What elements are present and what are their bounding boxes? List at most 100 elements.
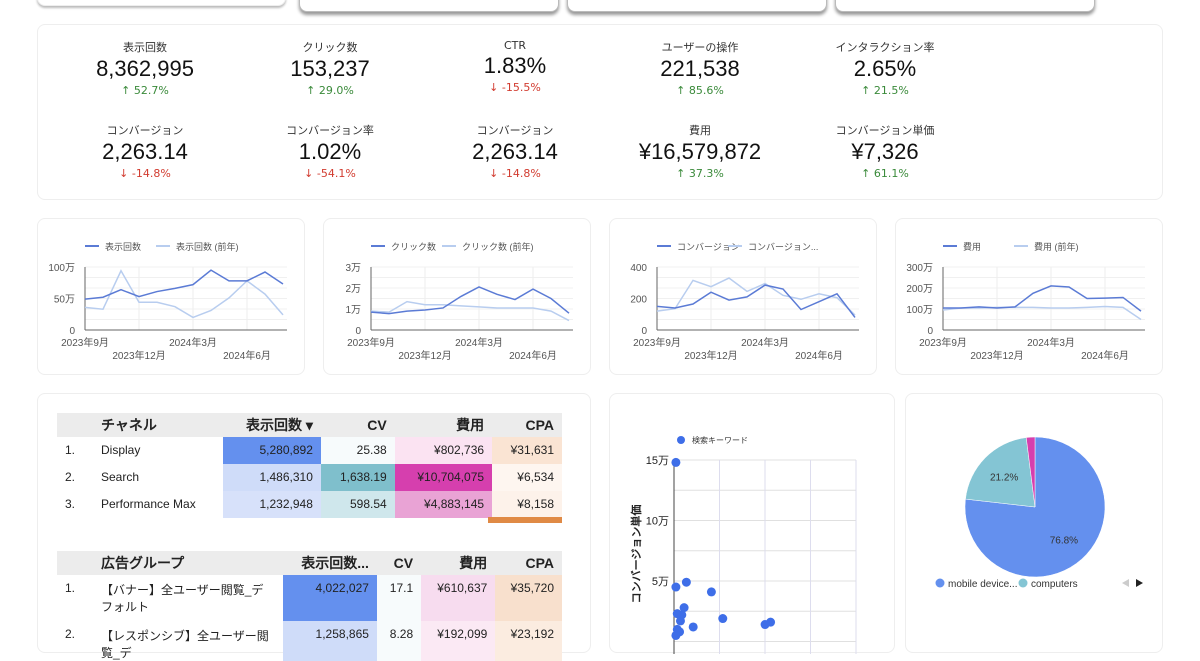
kpi-value: 2,263.14 [102, 139, 188, 164]
column-header[interactable]: チャネル [93, 413, 224, 437]
kpi-label: クリック数 [302, 41, 358, 54]
table-cell: 598.54 [320, 491, 395, 518]
x-tick-label: 2023年9月 [633, 336, 681, 349]
table-row[interactable]: 1. Display 5,280,892 25.38 ¥802,736 ¥31,631 [57, 437, 562, 464]
table-cell: 17.1 [376, 575, 422, 621]
table-cell: ¥35,720 [495, 575, 562, 621]
next-page-icon[interactable] [1136, 579, 1143, 587]
table-header: 広告グループ 表示回数... CV 費用 CPA [57, 551, 562, 575]
y-tick-label: 50万 [54, 295, 75, 306]
table-cell: 1,258,865 [283, 621, 377, 661]
table-row[interactable]: 1. 【バナー】全ユーザー閲覧_デフォルト 4,022,027 17.1 ¥610,63… [57, 575, 562, 621]
kpi-value: 1.02% [298, 139, 362, 164]
scatter-point [671, 582, 681, 592]
table-cell: 【バナー】全ユーザー閲覧_デフォルト [101, 583, 264, 614]
table-cell: 1. [65, 581, 76, 595]
table-cell: ¥802,736 [394, 437, 493, 464]
table-cell: 2. [65, 627, 76, 641]
table-cell: 1,232,948 [223, 491, 321, 518]
table-row[interactable]: 3. Performance Max 1,232,948 598.54 ¥4,883,1… [57, 491, 562, 518]
tab-button-1[interactable] [299, 0, 559, 12]
column-header[interactable]: 広告グループ [93, 551, 283, 575]
legend-label: mobile device... [948, 579, 1017, 590]
column-header[interactable]: CPA [492, 413, 562, 437]
legend-label: 費用 [963, 241, 981, 252]
tab-button-2[interactable] [567, 0, 827, 12]
kpi-label: 費用 [689, 124, 711, 137]
table-cell: 1. [65, 443, 76, 457]
y-tick-label: 200 [630, 295, 647, 306]
table-row[interactable]: 2. 【レスポンシブ】全ユーザー閲覧_デ 1,258,865 8.28 ¥192,099… [57, 621, 562, 661]
y-tick-label: 0 [641, 326, 647, 337]
cost-chart: 費用 費用 (前年) 0 100万 200万 300万 2023年9月 2023年12月 202… [895, 218, 1163, 375]
scatter-point [766, 617, 776, 627]
kpi-delta: ↓ -14.8% [119, 167, 171, 180]
y-tick-label: 0 [69, 326, 75, 337]
slice-label: 21.2% [990, 473, 1018, 484]
kpi-card: ユーザーの操作 221,538 ↑ 85.6% [615, 39, 785, 97]
y-tick-label: 200万 [906, 284, 933, 295]
table-cell: 2. [65, 470, 76, 484]
kpi-label: ユーザーの操作 [661, 41, 739, 54]
kpi-value: ¥16,579,872 [638, 139, 762, 164]
y-tick-label: 15万 [646, 455, 669, 467]
kpi-label: コンバージョン [476, 124, 554, 137]
kpi-label: コンバージョン [106, 124, 184, 137]
y-tick-label: 100万 [48, 263, 75, 274]
series-line [943, 285, 1142, 312]
legend-marker [677, 436, 685, 444]
x-tick-label: 2024年6月 [795, 349, 843, 362]
x-tick-label: 2023年9月 [347, 336, 395, 349]
kpi-delta: ↑ 52.7% [121, 84, 169, 97]
column-header[interactable]: 費用 [421, 551, 496, 575]
kpi-value: 8,362,995 [96, 56, 194, 81]
column-header[interactable]: 費用 [394, 413, 493, 437]
pie-slice [965, 437, 1036, 508]
series-line [656, 284, 856, 318]
kpi-card: CTR 1.83% ↓ -15.5% [430, 39, 600, 94]
column-header[interactable]: CV [320, 413, 395, 437]
kpi-value: 1.83% [483, 53, 547, 78]
column-header[interactable]: CPA [495, 551, 562, 575]
kpi-delta: ↓ -14.8% [489, 167, 541, 180]
scatter-point [679, 603, 689, 613]
table-cell: Performance Max [101, 497, 196, 511]
y-tick-label: 5万 [652, 576, 669, 588]
y-tick-label: 2万 [345, 284, 361, 295]
kpi-delta: ↑ 85.6% [676, 84, 724, 97]
x-tick-label: 2024年3月 [169, 336, 217, 349]
kpi-value: 2.65% [853, 56, 917, 81]
x-tick-label: 2024年3月 [455, 336, 503, 349]
kpi-label: コンバージョン率 [286, 124, 374, 137]
column-header[interactable]: 表示回数... [283, 551, 377, 575]
tab-button-3[interactable] [835, 0, 1095, 12]
channel-table: チャネル 表示回数 ▾ CV 費用 CPA 1. Display 5,280,892 25.38… [57, 413, 562, 518]
kpi-scorecards: 表示回数 8,362,995 ↑ 52.7% クリック数 153,237 ↑ 29.0% C… [37, 24, 1163, 200]
legend-label: クリック数 [391, 241, 436, 252]
prev-page-icon[interactable] [1122, 579, 1129, 587]
y-tick-label: 100万 [906, 305, 933, 316]
pie-slice [1025, 436, 1036, 508]
column-header[interactable]: CV [376, 551, 422, 575]
y-tick-label: 10万 [646, 516, 669, 528]
series-line [370, 286, 570, 315]
legend-label: 表示回数 [105, 241, 141, 252]
kpi-card: コンバージョン 2,263.14 ↓ -14.8% [430, 122, 600, 180]
x-tick-label: 2024年3月 [1027, 336, 1075, 349]
kpi-value: ¥7,326 [851, 139, 919, 164]
kpi-label: コンバージョン単価 [835, 124, 935, 137]
table-cell: 25.38 [320, 437, 395, 464]
table-row[interactable]: 2. Search 1,486,310 1,638.19 ¥10,704,075 ¥6,5… [57, 464, 562, 491]
legend-label: クリック数 (前年) [462, 241, 534, 252]
y-tick-label: 300万 [906, 263, 933, 274]
kpi-delta: ↓ -15.5% [489, 81, 541, 94]
scatter-chart: 検索キーワード 5万 10万 15万 コンバージョン単価 [609, 393, 895, 661]
table-cell: 8.28 [376, 621, 422, 661]
y-tick-label: 1万 [345, 305, 361, 316]
column-header[interactable]: 表示回数 ▾ [223, 413, 321, 437]
x-tick-label: 2024年6月 [1081, 349, 1129, 362]
filter-control[interactable] [37, 0, 286, 6]
table-cell: 3. [65, 497, 76, 511]
legend-label: computers [1031, 579, 1078, 590]
scatter-point [671, 630, 681, 640]
